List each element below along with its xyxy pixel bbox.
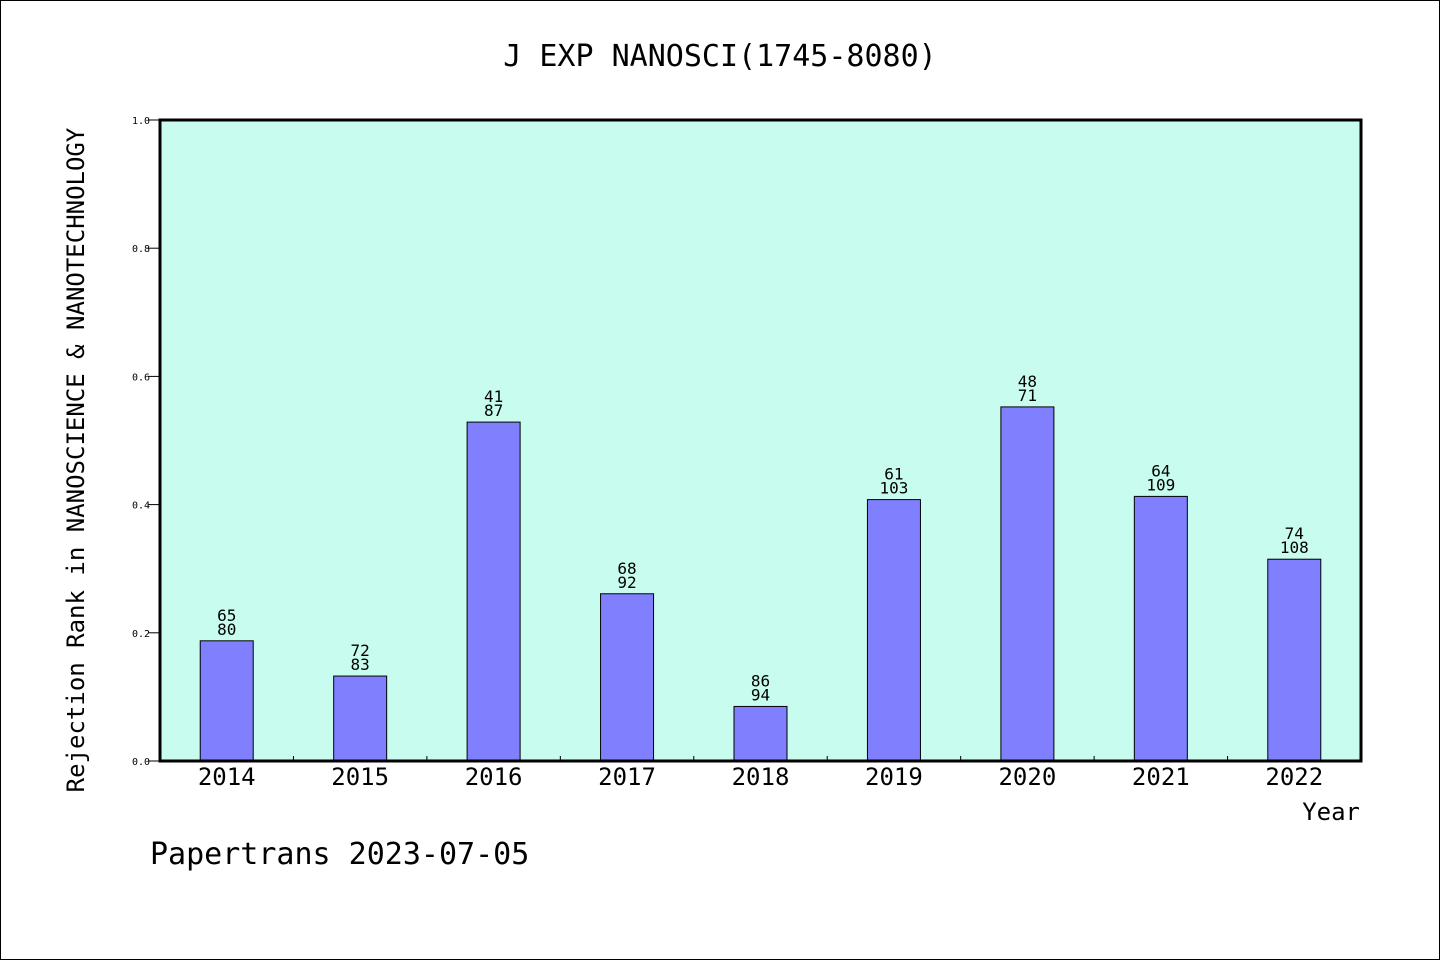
bar-label-top: 48 (1018, 372, 1037, 391)
bar-label-bottom: 103 (879, 479, 908, 498)
x-tick-label: 2017 (598, 763, 656, 791)
bar-2016 (466, 421, 521, 762)
bar-2022 (1267, 558, 1322, 762)
bar-label-top: 74 (1285, 524, 1304, 543)
y-tick-label: 1.0 (132, 116, 150, 127)
y-tick-label: 0.4 (132, 501, 150, 512)
footer-note: Papertrans 2023-07-05 (150, 837, 529, 872)
bar-label-top: 72 (351, 641, 370, 660)
x-tick-label: 2016 (465, 763, 523, 791)
bar-label-top: 68 (617, 559, 636, 578)
x-tick-label: 2022 (1265, 763, 1323, 791)
bar-2021 (1133, 495, 1188, 762)
bar-label-top: 64 (1151, 461, 1170, 480)
x-tick-label: 2021 (1132, 763, 1190, 791)
bar-label-bottom: 87 (484, 401, 503, 420)
x-axis-tick-labels: 2014 2015 2016 2017 2018 2019 2020 2021 2022 (198, 756, 1323, 791)
y-axis-label: Rejection Rank in NANOSCIENCE & NANOTECH… (62, 127, 90, 792)
bar-label-bottom: 109 (1146, 475, 1175, 494)
bar-label-top: 86 (751, 671, 770, 690)
bar-label-bottom: 92 (617, 573, 636, 592)
x-tick-label: 2018 (732, 763, 790, 791)
bar-label-top: 61 (884, 465, 903, 484)
bar-label-bottom: 80 (217, 620, 236, 639)
y-tick-label: 0.6 (132, 372, 150, 383)
bar-2018 (733, 705, 788, 762)
chart-title: J EXP NANOSCI(1745-8080) (503, 39, 936, 74)
bar-label-bottom: 71 (1018, 386, 1037, 405)
bar-2020 (1000, 406, 1055, 762)
y-axis-ticks: 0.0 0.2 0.4 0.6 0.8 1.0 (132, 116, 160, 768)
bar-2017 (600, 593, 655, 762)
bar-label-bottom: 83 (351, 655, 370, 674)
y-tick-label: 0.2 (132, 629, 150, 640)
x-tick-label: 2015 (331, 763, 389, 791)
y-tick-label: 0.0 (132, 757, 150, 768)
x-tick-label: 2014 (198, 763, 256, 791)
y-tick-label: 0.8 (132, 244, 150, 255)
x-tick-label: 2019 (865, 763, 923, 791)
bar-label-top: 41 (484, 387, 503, 406)
bar-label-bottom: 108 (1280, 538, 1309, 557)
bar-label-top: 65 (217, 606, 236, 625)
bar-2014 (199, 640, 254, 762)
bar-label-bottom: 94 (751, 685, 770, 704)
x-axis-label: Year (1302, 798, 1360, 826)
x-tick-label: 2020 (998, 763, 1056, 791)
bar-2015 (333, 675, 388, 762)
bar-2019 (866, 499, 921, 762)
plot-border (158, 118, 1363, 763)
